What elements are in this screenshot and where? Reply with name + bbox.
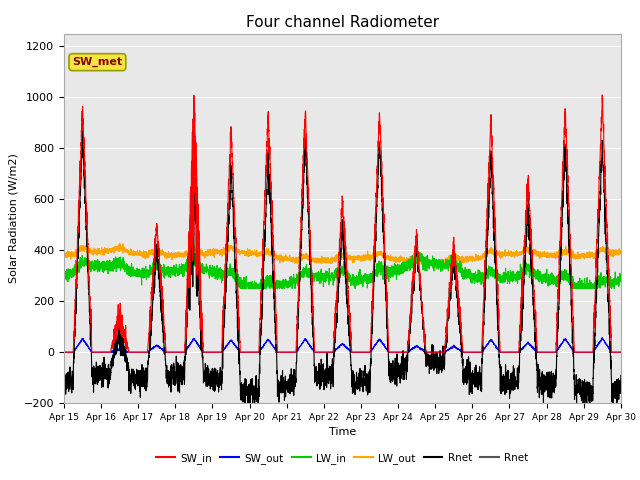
LW_in (617, 276, 625, 282)
SW_out (436, 349, 444, 355)
SW_in (436, 349, 444, 355)
LW_in (60, 272, 68, 278)
LW_in (436, 268, 444, 274)
Rnet (436, 363, 444, 369)
LW_out (116, 241, 124, 247)
Y-axis label: Solar Radiation (W/m2): Solar Radiation (W/m2) (8, 154, 18, 283)
LW_out (468, 255, 476, 261)
LW_out (499, 253, 507, 259)
LW_out (60, 252, 68, 258)
Rnet (616, 383, 624, 389)
Rnet (241, 400, 249, 406)
Text: SW_met: SW_met (72, 57, 122, 67)
Rnet (617, 372, 625, 378)
Legend: SW_in, SW_out, LW_in, LW_out, Rnet, Rnet: SW_in, SW_out, LW_in, LW_out, Rnet, Rnet (152, 449, 532, 468)
SW_out (499, 349, 506, 355)
SW_in (598, 92, 606, 98)
Rnet (468, 376, 476, 382)
LW_out (276, 260, 284, 266)
Line: Rnet: Rnet (64, 120, 621, 403)
SW_out (160, 347, 168, 353)
LW_out (161, 252, 168, 258)
SW_in (322, 349, 330, 355)
LW_out (616, 249, 624, 254)
Rnet (60, 377, 68, 383)
SW_out (322, 349, 330, 355)
SW_in (60, 349, 68, 355)
LW_in (616, 276, 624, 281)
Title: Four channel Radiometer: Four channel Radiometer (246, 15, 439, 30)
Rnet (499, 380, 507, 385)
Line: SW_out: SW_out (64, 338, 621, 352)
Line: LW_in: LW_in (64, 253, 621, 288)
LW_out (322, 257, 330, 263)
SW_out (467, 349, 475, 355)
SW_out (60, 349, 68, 355)
Rnet (160, 345, 168, 350)
LW_in (468, 274, 476, 279)
SW_in (467, 349, 475, 355)
Line: LW_out: LW_out (64, 244, 621, 263)
SW_out (617, 349, 625, 355)
Rnet (190, 117, 198, 122)
LW_in (322, 272, 330, 278)
LW_in (412, 250, 419, 256)
LW_in (160, 268, 168, 274)
SW_in (160, 325, 168, 331)
Line: SW_in: SW_in (64, 95, 621, 352)
LW_in (237, 286, 244, 291)
SW_out (598, 335, 606, 341)
Rnet (322, 366, 330, 372)
LW_out (617, 251, 625, 256)
LW_in (499, 280, 507, 286)
SW_in (616, 349, 624, 355)
SW_out (616, 349, 624, 355)
SW_in (499, 349, 506, 355)
X-axis label: Time: Time (329, 428, 356, 437)
SW_in (617, 349, 625, 355)
LW_out (436, 258, 444, 264)
